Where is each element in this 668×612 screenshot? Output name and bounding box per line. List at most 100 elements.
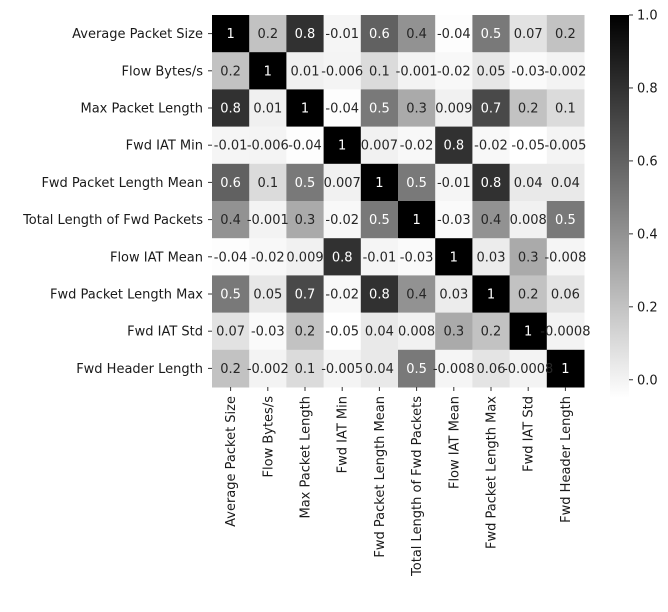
heatmap-cell (472, 163, 511, 202)
heatmap-cell-value: -0.005 (544, 139, 586, 154)
heatmap-cell-value: -0.008 (544, 250, 586, 265)
y-axis-tick-label: Fwd IAT Min (126, 139, 203, 154)
heatmap-cell-value: 0.1 (257, 176, 278, 191)
heatmap-cell-value: -0.03 (251, 325, 285, 340)
heatmap-cell (212, 275, 250, 314)
heatmap-cell-value: -0.03 (437, 213, 471, 228)
x-axis-tick-label: Fwd Packet Length Max (485, 396, 500, 549)
heatmap-cell-value: 0.03 (439, 288, 468, 303)
heatmap-cell (360, 201, 399, 239)
colorbar: 0.0 0.2 0.4 0.6 0.8 1.0 (610, 9, 658, 398)
heatmap-cell-value: 0.5 (555, 213, 576, 228)
colorbar-tick-label: 0.6 (637, 154, 658, 169)
heatmap-cell (472, 201, 511, 239)
heatmap-cell-value: 1 (375, 176, 383, 191)
heatmap-cell-value: -0.005 (321, 362, 363, 377)
heatmap-cell-value: 1 (561, 362, 569, 377)
heatmap-cell (360, 52, 399, 90)
heatmap-cell-value: 0.3 (443, 325, 464, 340)
heatmap-cell-value: 0.04 (365, 362, 394, 377)
heatmap-cell-value: 0.007 (324, 176, 361, 191)
heatmap-cell (323, 52, 362, 90)
heatmap-cell (472, 238, 511, 276)
heatmap-cell-value: 0.04 (514, 176, 543, 191)
heatmap-cell (286, 238, 325, 276)
heatmap-cell (398, 201, 436, 239)
heatmap-cell-value: 1 (412, 213, 420, 228)
heatmap-cell-value: -0.0008 (540, 325, 590, 340)
heatmap-cell (212, 126, 250, 165)
colorbar-tick-label: 0.0 (637, 373, 658, 388)
heatmap-cell-value: 0.8 (443, 139, 464, 154)
heatmap-cell-value: -0.02 (251, 250, 285, 265)
y-axis-tick-label: Total Length of Fwd Packets (22, 213, 203, 228)
heatmap-cell (323, 312, 362, 351)
x-axis-tick-label: Fwd Packet Length Mean (373, 396, 388, 558)
heatmap-cell (398, 312, 436, 351)
heatmap-cell (286, 89, 325, 128)
heatmap-cell-value: 0.5 (406, 176, 427, 191)
heatmap-cell-value: 0.5 (220, 288, 241, 303)
heatmap-cell-value: 0.008 (510, 213, 547, 228)
heatmap-cell-value: 0.8 (369, 288, 390, 303)
heatmap-cell (509, 349, 548, 388)
heatmap-cell (286, 201, 325, 239)
heatmap-cell-value: 0.8 (295, 27, 316, 42)
heatmap-cell (212, 349, 250, 388)
heatmap-cell-value: 0.009 (286, 250, 323, 265)
heatmap-cell-value: -0.04 (214, 250, 248, 265)
heatmap-cell (435, 52, 473, 90)
heatmap-cell (398, 89, 436, 128)
heatmap-cell-value: 0.5 (406, 362, 427, 377)
heatmap-cell (398, 52, 436, 90)
heatmap-cell-value: 0.4 (220, 213, 241, 228)
heatmap-cell-value: -0.02 (400, 139, 434, 154)
heatmap-cell-value: 0.4 (481, 213, 502, 228)
heatmap-cell (286, 126, 325, 165)
heatmap-cell (398, 275, 436, 314)
heatmap-cell-value: 0.2 (295, 325, 316, 340)
heatmap-cell (360, 163, 399, 202)
heatmap-cell-value: 0.2 (220, 362, 241, 377)
heatmap-cell-value: 0.2 (518, 288, 539, 303)
heatmap-cell (509, 89, 548, 128)
heatmap-cell-labels: 1 0.2 0.8 -0.01 0.6 0.4 -0.04 0.5 0.07 0.2 0.2 1 0.0… (214, 27, 591, 377)
heatmap-cell (472, 52, 511, 90)
heatmap-cell-value: 1 (487, 288, 495, 303)
heatmap-cell-value: 0.1 (555, 102, 576, 117)
x-axis-tick-labels: Average Packet Size Flow Bytes/s Max Packe… (224, 387, 574, 577)
heatmap-cell (323, 238, 362, 276)
heatmap-cell (509, 126, 548, 165)
heatmap-cell-value: -0.03 (511, 64, 545, 79)
heatmap-cell (323, 89, 362, 128)
heatmap-cell (398, 238, 436, 276)
heatmap-cell-value: 0.3 (518, 250, 539, 265)
heatmap-cell (212, 312, 250, 351)
heatmap-cell (472, 89, 511, 128)
y-axis-tick-label: Flow Bytes/s (122, 64, 204, 79)
x-axis-tick-label: Average Packet Size (224, 396, 239, 527)
heatmap-cell-value: -0.01 (437, 176, 471, 191)
heatmap-cell (286, 349, 325, 388)
heatmap-cell-value: -0.04 (288, 139, 322, 154)
heatmap-cell-value: 0.05 (477, 64, 506, 79)
heatmap-cell-value: 0.07 (514, 27, 543, 42)
heatmap-cell (435, 15, 473, 53)
heatmap-cell (398, 15, 436, 53)
heatmap-cell (212, 15, 250, 53)
heatmap-cell-value: 0.4 (406, 288, 427, 303)
y-axis-tick-label: Flow IAT Mean (110, 250, 203, 265)
heatmap-cell (509, 312, 548, 351)
heatmap-cell (509, 238, 548, 276)
x-axis-tick-label: Fwd IAT Min (336, 396, 351, 473)
heatmap-cell (286, 15, 325, 53)
heatmap-cell-value: 0.06 (551, 288, 580, 303)
y-axis-tick-label: Fwd Packet Length Mean (41, 176, 203, 191)
x-axis-tick-label: Flow Bytes/s (261, 396, 276, 478)
heatmap-cell (509, 15, 548, 53)
heatmap-cell-value: 0.2 (481, 325, 502, 340)
heatmap-cell (249, 89, 287, 128)
heatmap-cell (249, 15, 287, 53)
heatmap-cell-value: -0.01 (363, 250, 397, 265)
